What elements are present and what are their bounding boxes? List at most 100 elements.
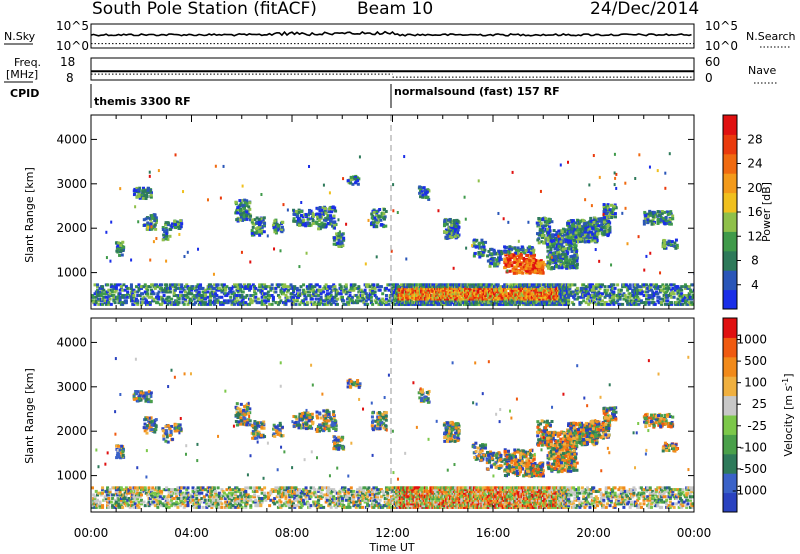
range-cell (167, 295, 171, 299)
range-cell (292, 212, 296, 216)
range-cell (325, 292, 329, 296)
range-cell (138, 186, 142, 190)
range-cell (662, 217, 666, 221)
range-cell (94, 290, 98, 294)
range-cell (525, 286, 529, 290)
range-cell (577, 295, 581, 299)
range-cell (533, 286, 537, 290)
range-cell (217, 288, 221, 292)
range-cell (190, 286, 194, 290)
range-cell (226, 292, 230, 296)
range-cell (264, 295, 268, 299)
range-cell (678, 295, 682, 299)
range-cell (425, 190, 429, 194)
range-cell (481, 301, 485, 305)
range-cell (217, 286, 221, 290)
range-cell (601, 302, 605, 306)
range-cell (583, 230, 587, 234)
range-cell (99, 294, 103, 298)
range-cell (496, 262, 500, 266)
range-cell (142, 295, 146, 299)
range-cell (637, 302, 641, 306)
range-cell (160, 295, 164, 299)
range-cell (285, 297, 289, 301)
range-cell (210, 285, 214, 289)
range-cell (569, 230, 573, 234)
range-cell (314, 290, 318, 294)
range-cell (133, 290, 137, 294)
range-cell (449, 288, 453, 292)
range-cell (364, 292, 368, 296)
range-cell (318, 288, 322, 292)
range-cell (676, 286, 680, 290)
range-cell (585, 297, 589, 301)
range-cell (319, 297, 323, 301)
range-cell (227, 290, 231, 294)
range-cell (456, 231, 460, 235)
range-cell (554, 254, 558, 258)
range-cell (497, 258, 501, 262)
range-cell (547, 286, 551, 290)
range-cell (264, 286, 268, 290)
range-cell (644, 214, 648, 218)
range-cell (173, 288, 177, 292)
range-cell (648, 286, 652, 290)
range-cell (217, 295, 221, 299)
range-cell (255, 231, 259, 235)
range-cell (569, 236, 573, 240)
range-cell (519, 247, 523, 251)
range-cell (572, 265, 576, 269)
range-cell (538, 231, 542, 235)
range-cell (224, 292, 228, 296)
range-cell (569, 240, 573, 244)
range-cell (297, 292, 301, 296)
range-cell (356, 179, 360, 183)
range-cell (612, 302, 616, 306)
range-cell (549, 248, 553, 252)
range-cell (538, 283, 542, 287)
range-cell (612, 294, 616, 298)
range-cell (541, 271, 545, 275)
range-cell (156, 292, 160, 296)
range-cell (637, 285, 641, 289)
range-cell (186, 302, 190, 306)
range-cell (334, 209, 338, 213)
range-cell (602, 232, 606, 236)
range-cell (589, 224, 593, 228)
range-cell (174, 223, 178, 227)
range-cell (347, 295, 351, 299)
range-cell (149, 193, 153, 197)
range-cell (145, 299, 149, 303)
range-cell (531, 251, 535, 255)
range-cell (553, 302, 557, 306)
range-cell (444, 286, 448, 290)
range-cell (331, 224, 335, 228)
range-cell (260, 231, 264, 235)
range-cell (614, 301, 618, 305)
range-cell (513, 286, 517, 290)
range-cell (381, 301, 385, 305)
range-cell (220, 283, 224, 287)
range-cell (298, 302, 302, 306)
range-cell (535, 297, 539, 301)
range-cell (215, 297, 219, 301)
range-cell (550, 286, 554, 290)
range-cell (145, 286, 149, 290)
range-cell (601, 299, 605, 303)
range-cell (456, 219, 460, 223)
range-cell (567, 302, 571, 306)
range-cell (378, 299, 382, 303)
range-cell (549, 239, 553, 243)
range-cell (645, 294, 649, 298)
range-cell (462, 285, 466, 289)
range-cell (447, 285, 451, 289)
range-cell (168, 234, 172, 238)
range-cell (141, 186, 145, 190)
range-cell (592, 286, 596, 290)
range-cell (657, 213, 661, 217)
range-cell (579, 227, 583, 231)
range-cell (449, 302, 453, 306)
range-cell (104, 292, 108, 296)
range-cell (402, 288, 406, 292)
range-cell (604, 290, 608, 294)
